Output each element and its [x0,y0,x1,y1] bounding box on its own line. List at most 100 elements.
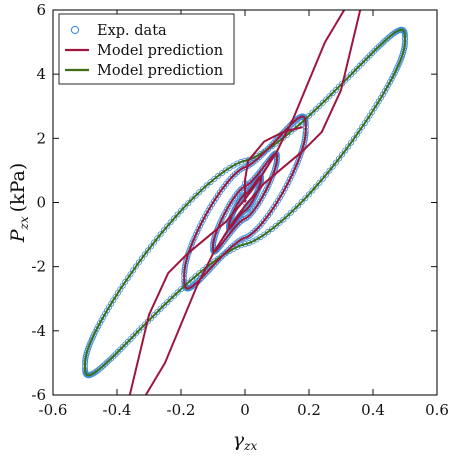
data-point [287,209,294,216]
data-point [387,78,394,85]
data-point [268,225,275,232]
data-point [200,216,207,223]
data-point [203,210,210,217]
data-point [377,41,384,48]
data-point [237,186,244,193]
data-point [272,200,279,207]
data-point [151,239,158,246]
data-point [305,191,312,198]
legend-label-model-red: Model prediction [97,43,223,59]
data-point [390,73,397,80]
data-point [265,228,272,235]
data-point [108,355,115,362]
data-point [342,147,349,154]
model-red-loop [183,115,307,290]
data-point [214,192,221,199]
model-red-curve [244,126,303,203]
data-point [199,185,206,192]
data-point [375,43,382,50]
model-green-loop [84,28,406,377]
data-point [312,106,319,113]
data-point [323,171,330,178]
data-point [218,170,225,177]
tick-labels: -0.6 -0.4 -0.2 0 0.2 0.4 0.6 -6 -4 -2 0 2 4 6 [31,1,449,419]
data-point [171,292,178,299]
data-point [223,206,230,213]
data-point [345,74,352,81]
data-point [385,81,392,88]
legend-label-model-green: Model prediction [97,63,223,79]
data-point [309,109,316,116]
data-point [291,206,298,213]
data-point [282,185,289,192]
legend-label-exp-data: Exp. data [97,23,167,39]
data-point [269,206,276,213]
data-point [215,172,222,179]
data-point [274,197,281,204]
data-point [160,302,167,309]
data-point [218,253,225,260]
data-point [171,215,178,222]
data-point [302,195,309,202]
data-point [144,247,151,254]
data-point [285,179,292,186]
x-tick-label: -0.6 [39,401,68,419]
data-point [154,235,161,242]
data-point [147,243,154,250]
data-point [286,176,293,183]
data-point [329,163,336,170]
data-point [283,213,290,220]
y-tick-label: -2 [31,258,46,276]
legend-marker-exp-data [70,25,80,35]
data-point [244,213,251,220]
data-point [207,204,214,211]
data-point [258,166,265,173]
data-point [207,179,214,186]
data-point [188,276,195,283]
data-point [335,155,342,162]
series-model-red [128,10,362,395]
data-point [178,207,185,214]
data-point [98,364,105,371]
data-point [295,202,302,209]
data-point [102,361,109,368]
data-point [348,139,355,146]
y-tick-label: -6 [31,386,46,404]
data-point [192,231,199,238]
data-point [104,359,111,366]
data-point [225,232,232,239]
data-point [194,228,201,235]
data-point [106,357,113,364]
x-axis-label: γzx [233,429,258,453]
data-point [388,75,395,82]
model-red-loop [212,152,278,253]
data-point [157,231,164,238]
data-point [323,96,330,103]
data-point [350,135,357,142]
data-point [205,267,212,274]
data-point [221,251,228,258]
data-point [197,276,204,283]
data-point [242,215,249,222]
data-point [288,173,295,180]
data-point [291,167,298,174]
data-point [332,86,339,93]
data-point [298,198,305,205]
data-point [100,313,107,320]
y-tick-label: -4 [31,322,46,340]
data-point [286,122,293,129]
data-point [185,200,192,207]
data-point [278,191,285,198]
model-red-curve [144,10,362,395]
data-point [164,299,171,306]
data-point [212,195,219,202]
data-point [132,263,139,270]
data-point [316,103,323,110]
data-point [201,213,208,220]
x-tick-label: -0.2 [167,401,196,419]
data-point [181,203,188,210]
data-point [195,225,202,232]
data-point [345,143,352,150]
y-tick-label: 0 [36,194,46,212]
